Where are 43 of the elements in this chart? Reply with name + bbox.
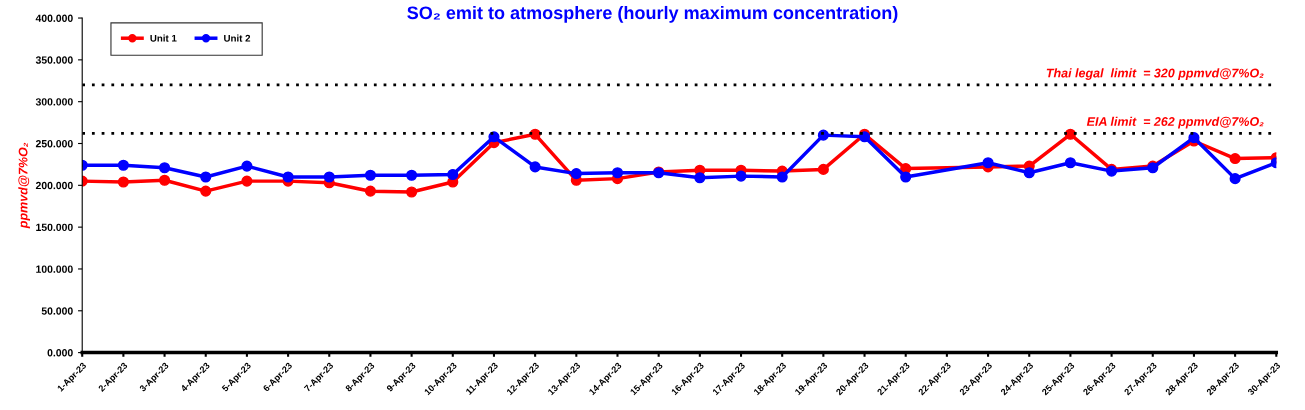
chart-title: SO₂ emit to atmosphere (hourly maximum concentration) <box>407 5 898 23</box>
y-tick-label: 250.000 <box>35 140 73 148</box>
point <box>282 171 294 183</box>
y-tick-label: 150.000 <box>36 223 73 232</box>
y-tick-label: 350.000 <box>35 56 73 64</box>
point <box>241 160 253 172</box>
point <box>1229 152 1241 165</box>
point <box>529 161 541 173</box>
y-tick-label: 400.000 <box>35 14 73 22</box>
point <box>364 169 376 181</box>
point <box>117 159 129 171</box>
point <box>611 167 624 179</box>
ref-line-label: EIA limit = 262 ppmvd@7%O₂ <box>1086 116 1264 129</box>
y-axis-title: ppmvd@7%O₂ <box>18 142 30 229</box>
y-tick-label: 200.000 <box>35 181 73 190</box>
legend-label: Unit 2 <box>224 34 251 42</box>
point <box>982 157 994 169</box>
point <box>364 185 376 197</box>
point <box>159 162 171 174</box>
point <box>241 175 253 187</box>
point <box>200 171 212 183</box>
point <box>323 171 335 183</box>
point <box>200 185 212 197</box>
y-tick-label: 100.000 <box>36 265 73 273</box>
point <box>117 176 129 188</box>
y-tick-label: 50.000 <box>41 307 73 315</box>
y-tick-label: 300.000 <box>35 98 73 106</box>
ref-line-label: Thai legal limit = 320 ppmvd@7%O₂ <box>1046 68 1264 80</box>
point <box>694 172 706 184</box>
point <box>406 169 418 181</box>
point <box>570 168 582 180</box>
point <box>406 186 418 198</box>
point <box>776 171 788 183</box>
point <box>159 174 171 186</box>
point <box>1064 157 1076 169</box>
point <box>817 163 829 175</box>
point <box>735 170 747 182</box>
point <box>447 168 459 181</box>
point <box>1229 173 1241 185</box>
legend-label: Unit 1 <box>150 34 177 42</box>
point <box>900 171 912 183</box>
y-tick-label: 0.000 <box>47 349 73 357</box>
point <box>1023 167 1035 179</box>
